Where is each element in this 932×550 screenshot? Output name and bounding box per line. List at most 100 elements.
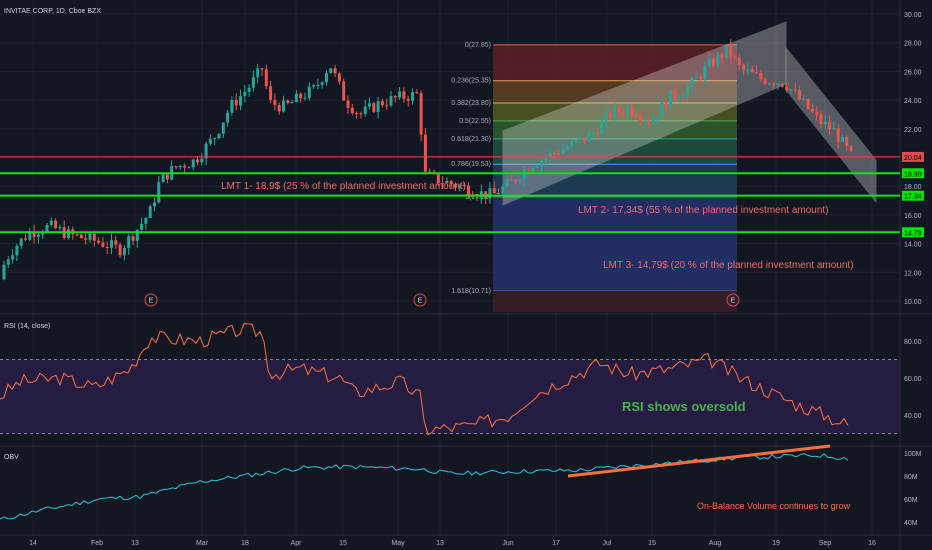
price-tick: 28.00 bbox=[904, 41, 922, 48]
limit-order-lines bbox=[0, 156, 900, 234]
candle-body bbox=[643, 121, 647, 123]
candle-body bbox=[32, 231, 36, 237]
price-tick: 14.00 bbox=[904, 242, 922, 249]
candle-body bbox=[36, 234, 40, 237]
fib-label: 0.5(22.55) bbox=[459, 118, 491, 125]
candle-body bbox=[540, 160, 543, 167]
candle-body bbox=[699, 76, 703, 80]
candle-body bbox=[140, 223, 144, 230]
candle-body bbox=[389, 96, 393, 106]
candle-body bbox=[561, 149, 565, 155]
candle-body bbox=[385, 105, 389, 107]
candle-body bbox=[479, 191, 483, 198]
candle-body bbox=[316, 84, 320, 86]
obv-pane bbox=[0, 444, 849, 520]
candle-body bbox=[105, 246, 109, 248]
candle-body bbox=[273, 99, 277, 106]
candle-body bbox=[153, 202, 156, 207]
obv-title: OBV bbox=[4, 454, 19, 461]
candle-body bbox=[712, 59, 715, 66]
obv-line bbox=[0, 453, 849, 520]
fib-zone bbox=[493, 290, 737, 312]
earnings-marker bbox=[726, 293, 740, 307]
candle-body bbox=[755, 72, 758, 74]
candle-body bbox=[583, 137, 586, 142]
candle-body bbox=[312, 85, 316, 87]
candle-body bbox=[174, 166, 178, 168]
candle-body bbox=[806, 98, 810, 110]
price-tick: 30.00 bbox=[904, 12, 922, 19]
candle-body bbox=[290, 102, 294, 104]
candle-body bbox=[544, 157, 548, 161]
candle-body bbox=[204, 143, 208, 159]
candle-body bbox=[836, 128, 840, 142]
candle-body bbox=[458, 185, 462, 188]
candle-body bbox=[763, 79, 767, 84]
time-tick: 17 bbox=[552, 540, 560, 547]
candle-body bbox=[376, 101, 380, 112]
fib-label: 0.786(19.53) bbox=[451, 161, 491, 168]
fib-zone bbox=[493, 138, 737, 165]
candle-body bbox=[286, 100, 290, 104]
candle-body bbox=[772, 83, 776, 86]
candle-body bbox=[402, 91, 406, 99]
candle-body bbox=[647, 121, 651, 125]
price-tick: 12.00 bbox=[904, 270, 922, 277]
obv-tick: 60M bbox=[904, 497, 918, 504]
time-tick: 19 bbox=[772, 540, 780, 547]
candle-body bbox=[802, 98, 806, 100]
candle-body bbox=[720, 54, 724, 58]
time-tick: Mar bbox=[196, 540, 209, 547]
time-tick: 15 bbox=[339, 540, 347, 547]
candle-body bbox=[660, 102, 664, 118]
candle-body bbox=[342, 81, 346, 101]
candle-body bbox=[191, 159, 195, 168]
candle-body bbox=[350, 107, 354, 114]
candle-body bbox=[243, 91, 247, 96]
candle-body bbox=[178, 165, 182, 168]
time-tick: Aug bbox=[709, 540, 722, 547]
candle-body bbox=[49, 220, 53, 226]
time-tick: May bbox=[391, 540, 405, 547]
candle-body bbox=[492, 188, 496, 194]
candle-body bbox=[135, 229, 139, 241]
candle-body bbox=[608, 112, 612, 118]
candle-body bbox=[514, 179, 518, 182]
candle-body bbox=[75, 234, 79, 236]
candle-body bbox=[522, 169, 526, 180]
candle-body bbox=[213, 138, 217, 140]
candle-body bbox=[239, 95, 242, 106]
candle-body bbox=[527, 169, 531, 172]
candle-body bbox=[591, 132, 595, 134]
chart-title: INVITAE CORP, 1D, Cboe BZX bbox=[4, 8, 101, 15]
candle-body bbox=[651, 118, 655, 125]
candle-body bbox=[466, 185, 470, 196]
obv-note: On-Balance Volume continues to grow bbox=[697, 501, 851, 511]
candle-body bbox=[724, 45, 728, 58]
price-tick: 24.00 bbox=[904, 98, 922, 105]
candle-body bbox=[380, 101, 384, 106]
lmt3-tag-bg bbox=[902, 227, 924, 238]
candle-body bbox=[398, 91, 402, 98]
candle-body bbox=[535, 166, 539, 168]
obv-tick: 80M bbox=[904, 474, 918, 481]
earnings-marker bbox=[413, 293, 427, 307]
price-tick: 16.00 bbox=[904, 213, 922, 220]
candle-body bbox=[101, 242, 105, 247]
candle-body bbox=[793, 89, 797, 91]
candle-body bbox=[217, 133, 221, 139]
candle-body bbox=[626, 107, 629, 114]
candle-body bbox=[604, 112, 608, 121]
rsi-tick: 60.00 bbox=[904, 376, 922, 383]
candle-body bbox=[187, 167, 191, 169]
candle-body bbox=[230, 99, 234, 113]
candle-body bbox=[707, 59, 711, 67]
candle-body bbox=[690, 77, 694, 87]
lmt3-annotation: LMT 3- 14,79$ (20 % of the planned inves… bbox=[603, 260, 854, 271]
candle-body bbox=[552, 152, 556, 154]
candle-body bbox=[337, 73, 341, 82]
candle-body bbox=[780, 83, 784, 87]
candle-body bbox=[776, 83, 780, 86]
candle-body bbox=[488, 188, 492, 199]
